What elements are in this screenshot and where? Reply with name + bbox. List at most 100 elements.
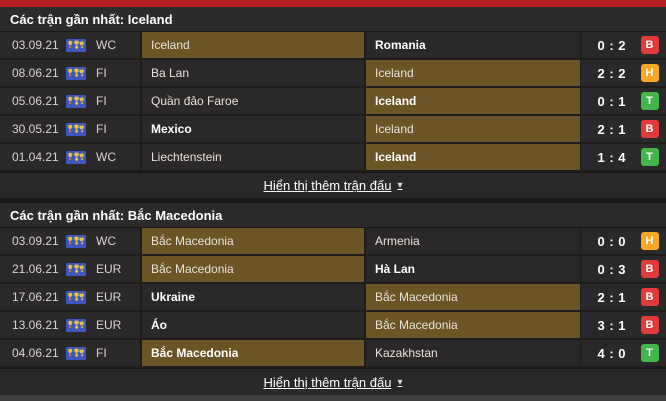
match-row[interactable]: 08.06.21 FI Ba Lan Iceland 2 : 2 — [0, 60, 666, 88]
match-result-group: 2 : 1 B — [581, 284, 666, 310]
match-result-group: 3 : 1 B — [581, 312, 666, 338]
match-score: 3 : 1 — [597, 317, 626, 333]
match-rows: 03.09.21 WC Bắc Macedonia Armenia 0 : — [0, 228, 666, 368]
home-team-cell: Iceland — [142, 32, 364, 58]
away-team-cell: Bắc Macedonia — [366, 312, 580, 338]
show-more-link[interactable]: Hiển thị thêm trận đấu ▾ — [264, 375, 403, 390]
match-date: 04.06.21 — [12, 346, 59, 360]
match-result-group: 0 : 0 H — [581, 228, 666, 254]
competition-flag-icon — [66, 122, 96, 136]
home-team-cell: Áo — [142, 312, 364, 338]
home-team-cell: Quần đảo Faroe — [142, 88, 364, 114]
home-team-cell: Mexico — [142, 116, 364, 142]
show-more-row: Hiển thị thêm trận đấu ▾ — [0, 368, 666, 395]
match-row[interactable]: 17.06.21 EUR Ukraine Bắc Macedonia 2 — [0, 284, 666, 312]
competition-code: WC — [96, 38, 116, 52]
competition-flag-icon — [66, 38, 96, 52]
match-row[interactable]: 01.04.21 WC Liechtenstein Iceland 1 : — [0, 144, 666, 172]
match-row[interactable]: 04.06.21 FI Bắc Macedonia Kazakhstan — [0, 340, 666, 368]
result-badge: B — [640, 316, 659, 334]
bottom-divider — [0, 395, 666, 401]
home-team-cell: Liechtenstein — [142, 144, 364, 170]
match-meta: 04.06.21 FI — [0, 340, 140, 366]
away-team-cell: Bắc Macedonia — [366, 284, 580, 310]
result-badge: T — [640, 92, 659, 110]
result-badge-box: H — [633, 232, 666, 250]
competition-flag-icon — [66, 150, 96, 164]
recent-matches-section-iceland: Các trận gần nhất: Iceland 03.09.21 WC I… — [0, 7, 666, 198]
result-badge: B — [640, 120, 659, 138]
match-score: 0 : 1 — [597, 93, 626, 109]
match-score: 0 : 2 — [597, 37, 626, 53]
competition-flag-icon — [66, 234, 96, 248]
home-team-name: Mexico — [151, 122, 192, 136]
away-team-name: Iceland — [375, 150, 417, 164]
home-team-name: Ukraine — [151, 290, 196, 304]
match-result-group: 2 : 1 B — [581, 116, 666, 142]
home-team-name: Ba Lan — [151, 66, 190, 80]
competition-flag-icon — [66, 346, 96, 360]
home-team-cell: Bắc Macedonia — [142, 228, 364, 254]
result-badge-box: T — [633, 344, 666, 362]
competition-flag-icon — [66, 290, 96, 304]
match-date: 17.06.21 — [12, 290, 59, 304]
away-team-name: Kazakhstan — [375, 346, 438, 360]
home-team-cell: Ba Lan — [142, 60, 364, 86]
away-team-name: Armenia — [375, 234, 420, 248]
match-result-group: 4 : 0 T — [581, 340, 666, 366]
match-date: 03.09.21 — [12, 38, 59, 52]
match-meta: 05.06.21 FI — [0, 88, 140, 114]
chevron-down-icon: ▾ — [397, 180, 403, 191]
away-team-name: Iceland — [375, 94, 417, 108]
home-team-cell: Bắc Macedonia — [142, 340, 364, 366]
match-score: 4 : 0 — [597, 345, 626, 361]
result-badge-box: B — [633, 36, 666, 54]
competition-code: FI — [96, 66, 107, 80]
away-team-name: Iceland — [375, 66, 414, 80]
result-badge-box: B — [633, 260, 666, 278]
home-team-name: Bắc Macedonia — [151, 234, 234, 248]
home-team-name: Áo — [151, 318, 167, 332]
match-row[interactable]: 03.09.21 WC Iceland Romania 0 : 2 — [0, 32, 666, 60]
section-title: Các trận gần nhất: Iceland — [0, 7, 666, 32]
result-badge: T — [640, 148, 659, 166]
result-badge-box: T — [633, 148, 666, 166]
match-date: 01.04.21 — [12, 150, 59, 164]
recent-matches-section-bac-macedonia: Các trận gần nhất: Bắc Macedonia 03.09.2… — [0, 203, 666, 395]
match-row[interactable]: 30.05.21 FI Mexico Iceland 2 : 1 — [0, 116, 666, 144]
away-team-cell: Iceland — [366, 116, 580, 142]
match-row[interactable]: 13.06.21 EUR Áo Bắc Macedonia 3 : 1 — [0, 312, 666, 340]
match-score: 2 : 2 — [597, 65, 626, 81]
match-row[interactable]: 03.09.21 WC Bắc Macedonia Armenia 0 : — [0, 228, 666, 256]
match-date: 30.05.21 — [12, 122, 59, 136]
match-score: 0 : 0 — [597, 233, 626, 249]
competition-code: WC — [96, 234, 116, 248]
match-meta: 13.06.21 EUR — [0, 312, 140, 338]
away-team-cell: Iceland — [366, 88, 580, 114]
result-badge-box: B — [633, 288, 666, 306]
match-date: 05.06.21 — [12, 94, 59, 108]
home-team-name: Bắc Macedonia — [151, 346, 239, 360]
show-more-link[interactable]: Hiển thị thêm trận đấu ▾ — [264, 178, 403, 193]
away-team-name: Iceland — [375, 122, 414, 136]
competition-flag-icon — [66, 262, 96, 276]
match-row[interactable]: 21.06.21 EUR Bắc Macedonia Hà Lan 0 : — [0, 256, 666, 284]
competition-flag-icon — [66, 94, 96, 108]
match-row[interactable]: 05.06.21 FI Quần đảo Faroe Iceland 0 — [0, 88, 666, 116]
match-meta: 03.09.21 WC — [0, 228, 140, 254]
result-badge: H — [640, 64, 659, 82]
show-more-row: Hiển thị thêm trận đấu ▾ — [0, 172, 666, 198]
result-badge-box: B — [633, 316, 666, 334]
match-score: 2 : 1 — [597, 121, 626, 137]
match-score: 0 : 3 — [597, 261, 626, 277]
away-team-cell: Armenia — [366, 228, 580, 254]
match-date: 03.09.21 — [12, 234, 59, 248]
competition-code: WC — [96, 150, 116, 164]
match-meta: 30.05.21 FI — [0, 116, 140, 142]
result-badge-box: H — [633, 64, 666, 82]
competition-code: EUR — [96, 318, 122, 332]
match-result-group: 0 : 2 B — [581, 32, 666, 58]
top-accent-bar — [0, 0, 666, 7]
away-team-cell: Iceland — [366, 144, 580, 170]
away-team-name: Romania — [375, 38, 426, 52]
